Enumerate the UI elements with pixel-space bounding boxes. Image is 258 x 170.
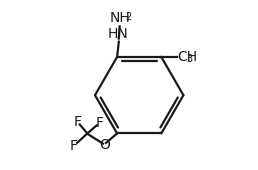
Text: O: O [99, 138, 110, 151]
Text: F: F [70, 139, 78, 153]
Text: F: F [95, 116, 103, 130]
Text: F: F [73, 115, 81, 129]
Text: 3: 3 [187, 54, 192, 64]
Text: CH: CH [178, 50, 198, 64]
Text: HN: HN [108, 27, 128, 41]
Text: NH: NH [109, 11, 130, 25]
Text: 2: 2 [125, 12, 132, 22]
